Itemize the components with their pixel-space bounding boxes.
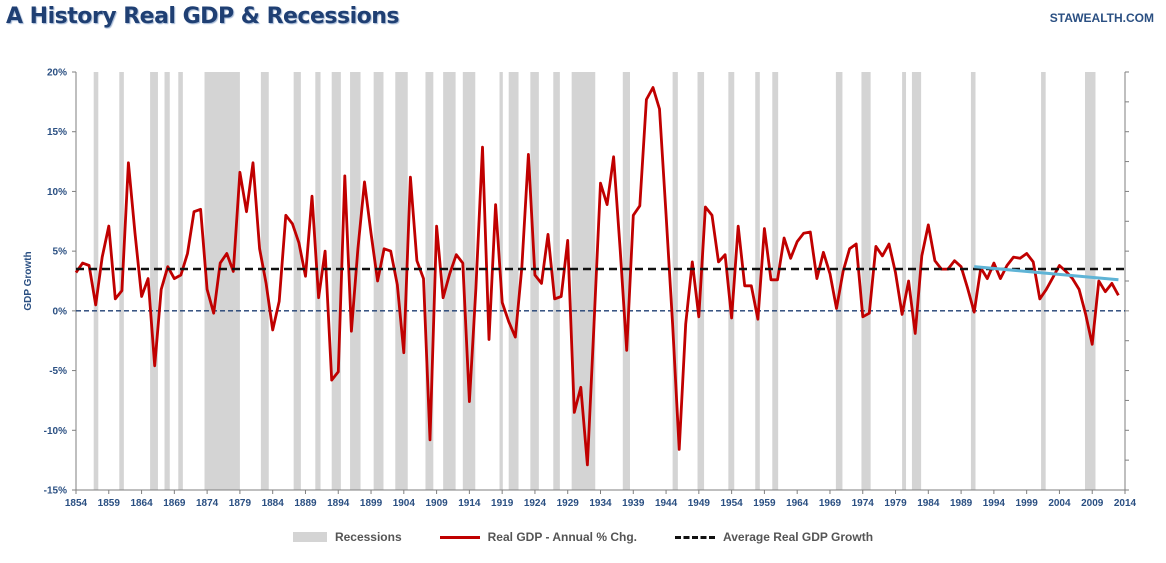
x-tick-label: 1884	[262, 498, 285, 509]
y-tick-label: 15%	[47, 127, 67, 138]
legend: Recessions Real GDP - Annual % Chg. Aver…	[0, 527, 1166, 547]
x-tick-label: 2014	[1114, 498, 1137, 509]
x-tick-label: 1859	[98, 498, 121, 509]
recession-band	[508, 72, 519, 490]
legend-swatch-average	[675, 535, 715, 539]
x-tick-label: 1984	[917, 498, 940, 509]
y-tick-label: 10%	[47, 187, 67, 198]
recession-band	[861, 72, 871, 490]
x-tick-label: 1979	[884, 498, 907, 509]
recession-band	[204, 72, 240, 490]
recession-band	[553, 72, 560, 490]
legend-swatch-real-gdp	[439, 535, 480, 539]
legend-swatch-recessions	[292, 532, 327, 542]
recession-band	[530, 72, 539, 490]
recession-band	[462, 72, 476, 490]
x-tick-label: 1919	[491, 498, 514, 509]
x-tick-label: 1949	[688, 498, 711, 509]
x-tick-label: 1974	[852, 498, 875, 509]
recession-band	[911, 72, 922, 490]
x-tick-label: 1939	[622, 498, 645, 509]
x-tick-label: 1914	[458, 498, 481, 509]
legend-label-average: Average Real GDP Growth	[723, 530, 874, 544]
brand-label: STAWEALTH.COM	[1049, 11, 1154, 25]
x-tick-label: 2004	[1048, 498, 1071, 509]
recession-band	[331, 72, 341, 490]
recession-band	[293, 72, 301, 490]
x-tick-label: 1899	[360, 498, 383, 509]
recession-band	[835, 72, 843, 490]
x-tick-label: 1944	[655, 498, 678, 509]
recession-band	[93, 72, 99, 490]
recession-band	[425, 72, 434, 490]
recession-band	[672, 72, 678, 490]
y-axis-title: GDP Growth	[23, 251, 34, 310]
x-tick-label: 1874	[196, 498, 219, 509]
legend-item-recessions: Recessions	[292, 530, 402, 544]
x-tick-label: 1934	[589, 498, 612, 509]
x-tick-label: 1954	[721, 498, 744, 509]
recession-band	[1041, 72, 1046, 490]
recession-band	[164, 72, 170, 490]
x-tick-label: 1994	[983, 498, 1006, 509]
series-line-real-gdp	[74, 86, 1120, 467]
recession-band	[755, 72, 760, 490]
x-tick-label: 1959	[753, 498, 776, 509]
legend-item-average: Average Real GDP Growth	[675, 530, 873, 544]
chart-title: A History Real GDP & Recessions	[6, 4, 400, 29]
legend-item-real-gdp: Real GDP - Annual % Chg.	[439, 530, 637, 544]
legend-label-recessions: Recessions	[334, 530, 402, 544]
x-tick-label: 1864	[130, 498, 153, 509]
recession-band	[150, 72, 158, 490]
x-tick-label: 1964	[786, 498, 809, 509]
x-tick-label: 1969	[819, 498, 842, 509]
x-tick-label: 2009	[1081, 498, 1104, 509]
recession-band	[970, 72, 976, 490]
x-tick-label: 1909	[425, 498, 448, 509]
recession-band	[571, 72, 596, 490]
x-tick-label: 1989	[950, 498, 973, 509]
x-tick-label: 1854	[65, 498, 88, 509]
y-tick-label: -15%	[44, 486, 67, 497]
x-tick-label: 1894	[327, 498, 350, 509]
x-tick-label: 1929	[557, 498, 580, 509]
y-tick-label: -10%	[44, 426, 67, 437]
x-tick-label: 1879	[229, 498, 252, 509]
legend-label-real-gdp: Real GDP - Annual % Chg.	[487, 530, 637, 544]
recession-band	[443, 72, 456, 490]
recession-band	[178, 72, 183, 490]
x-tick-label: 1904	[393, 498, 416, 509]
recession-band	[728, 72, 735, 490]
x-tick-label: 1869	[163, 498, 186, 509]
y-tick-label: 0%	[53, 306, 68, 317]
y-tick-label: 20%	[47, 68, 67, 79]
trend-line	[974, 265, 1119, 282]
y-tick-label: 5%	[53, 247, 68, 258]
x-tick-label: 1924	[524, 498, 547, 509]
x-tick-label: 1889	[294, 498, 317, 509]
x-tick-label: 1999	[1016, 498, 1039, 509]
recession-band	[395, 72, 408, 490]
y-tick-label: -5%	[49, 366, 67, 377]
recession-band	[1085, 72, 1096, 490]
recession-band	[902, 72, 907, 490]
recession-band	[622, 72, 631, 490]
